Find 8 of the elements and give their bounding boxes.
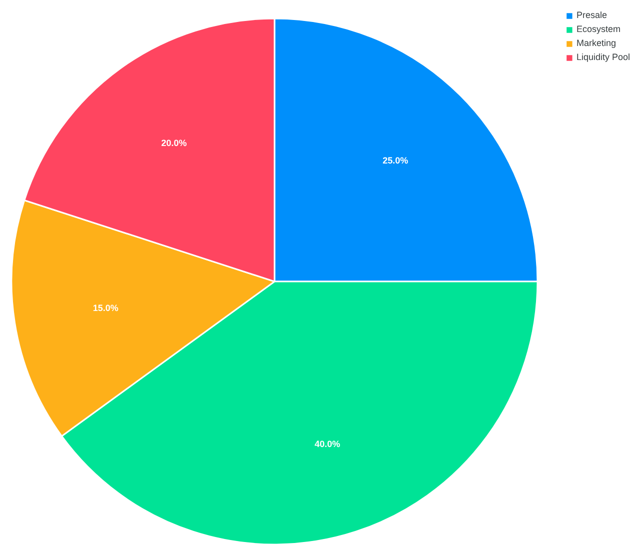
data-label: 15.0% (92, 303, 118, 314)
legend-label: Presale (576, 10, 607, 20)
legend-label: Liquidity Pool (576, 52, 630, 62)
data-label: 40.0% (314, 439, 340, 450)
data-label: 20.0% (161, 138, 187, 148)
data-label: 25.0% (382, 156, 408, 166)
legend-label: Ecosystem (576, 24, 620, 34)
legend-label: Marketing (576, 38, 616, 48)
